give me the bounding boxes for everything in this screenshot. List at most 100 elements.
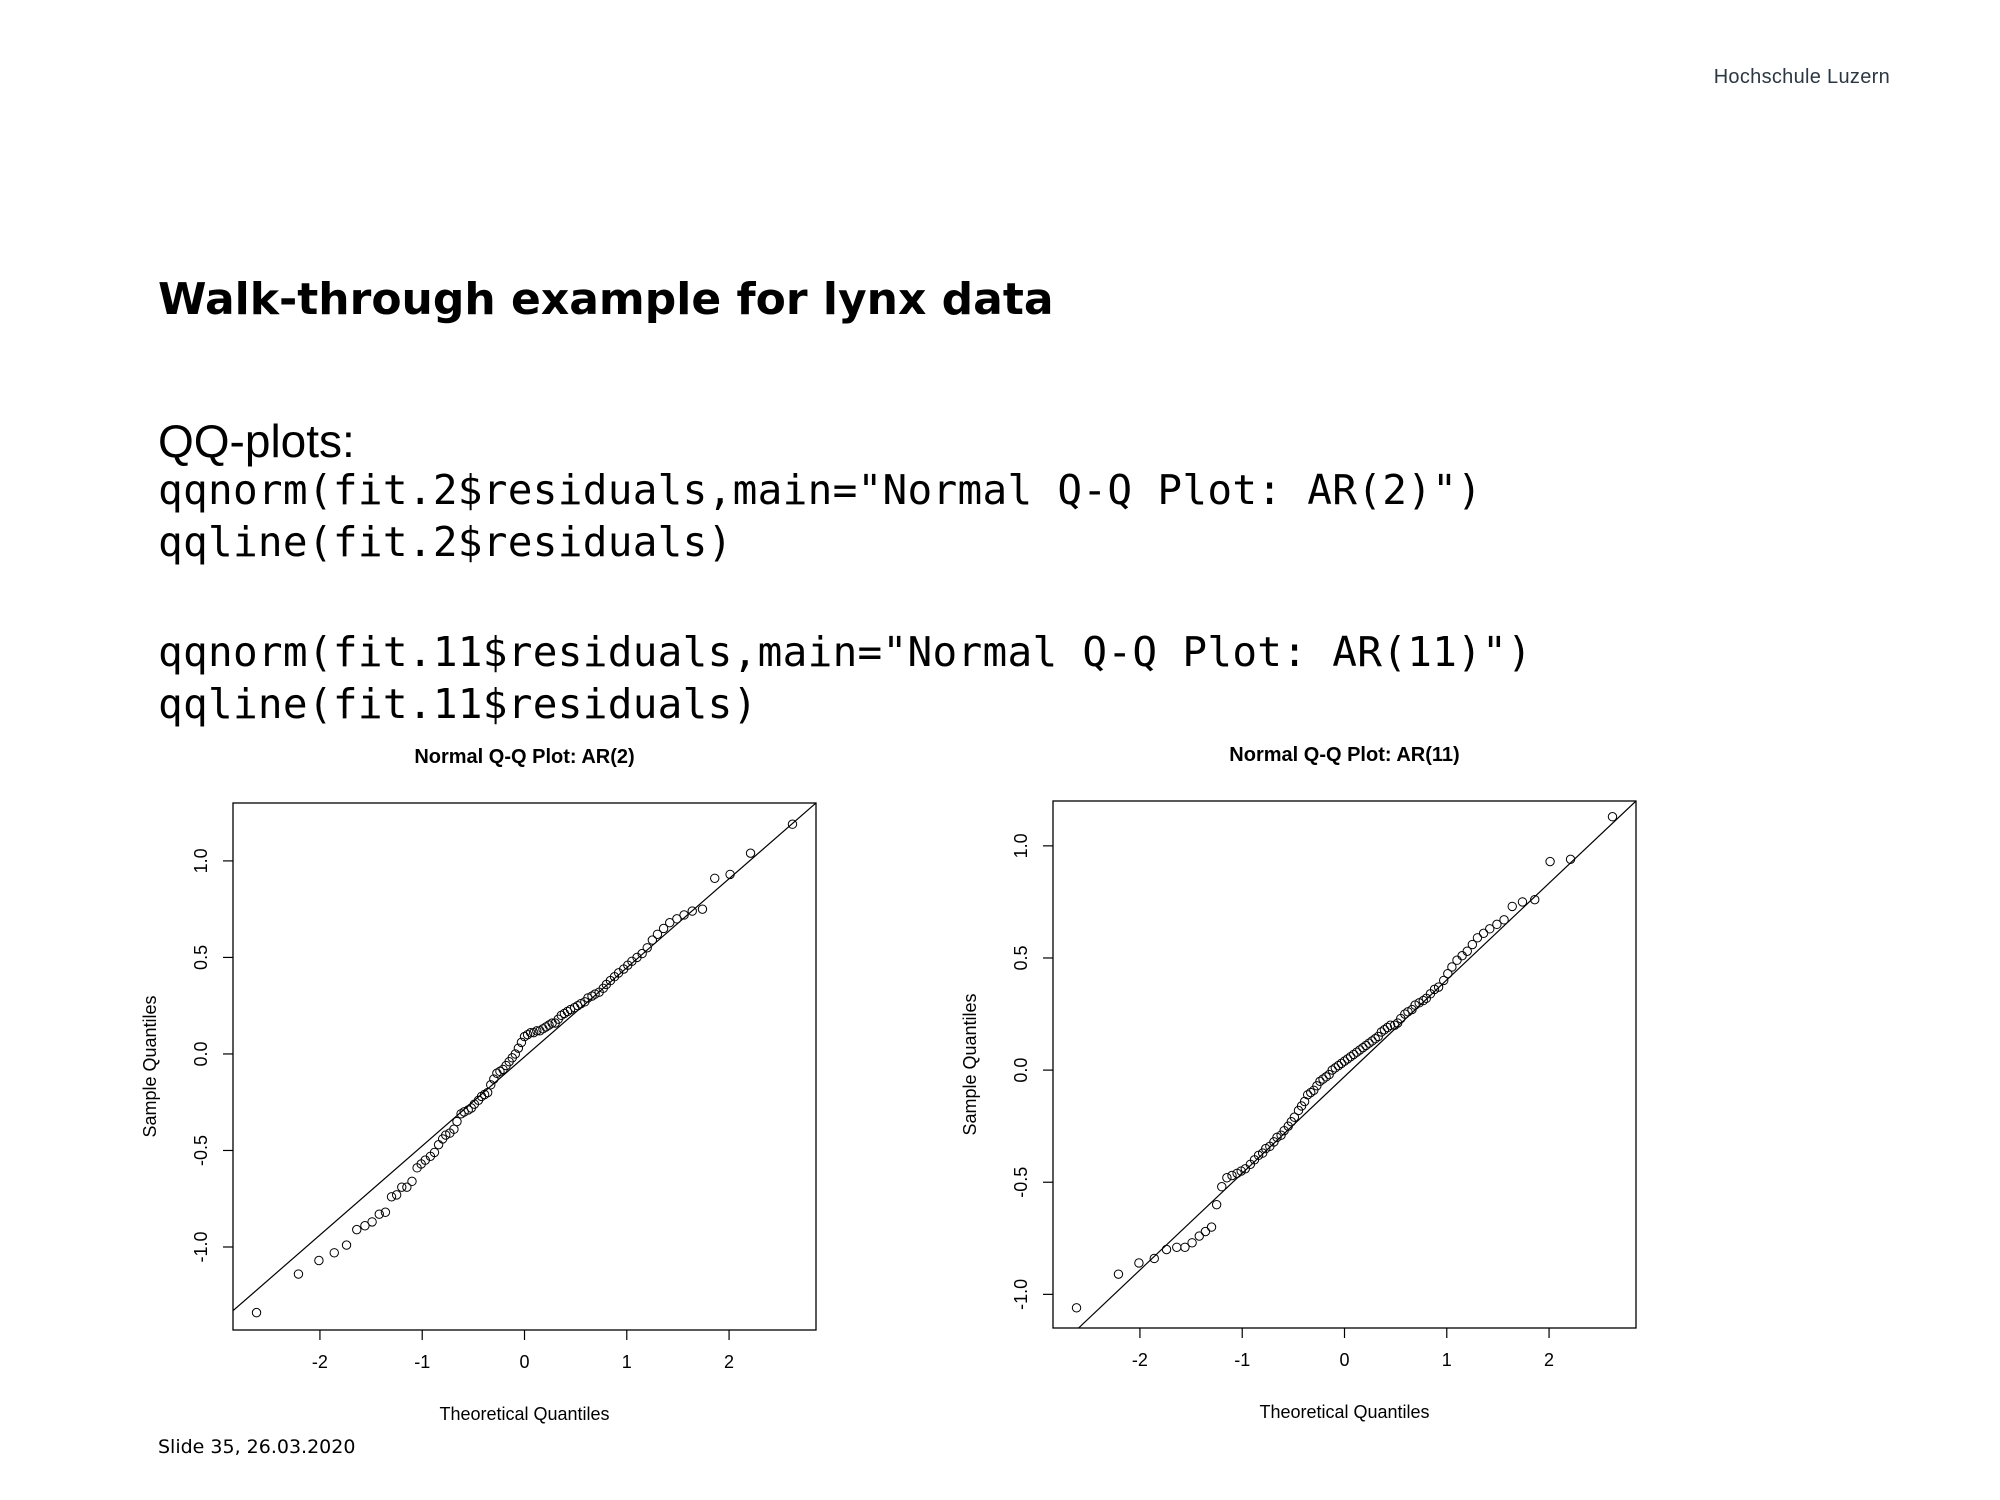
- x-tick-label: -1: [414, 1352, 430, 1372]
- code-line-qqnorm-ar2: qqnorm(fit.2$residuals,main="Normal Q-Q …: [158, 466, 1483, 514]
- code-line-qqnorm-ar11: qqnorm(fit.11$residuals,main="Normal Q-Q…: [158, 628, 1533, 676]
- data-point: [452, 1116, 462, 1127]
- data-point: [486, 1080, 496, 1090]
- data-point: [787, 819, 798, 829]
- data-point: [1400, 1009, 1410, 1019]
- y-tick-label: 1.0: [191, 848, 211, 873]
- y-tick-label: -1.0: [191, 1231, 211, 1262]
- data-point: [510, 1049, 520, 1059]
- data-point: [1361, 1040, 1371, 1051]
- data-point: [341, 1240, 352, 1250]
- section-label: QQ-plots:: [158, 415, 355, 467]
- data-point: [352, 1224, 362, 1235]
- data-point: [1336, 1058, 1347, 1069]
- qq-reference-line: [1078, 801, 1636, 1328]
- x-tick-label: 1: [622, 1352, 632, 1372]
- data-point: [1367, 1036, 1377, 1046]
- data-point: [529, 1028, 539, 1038]
- x-tick-label: 2: [724, 1352, 734, 1372]
- data-point: [1180, 1242, 1190, 1252]
- data-point: [1607, 811, 1618, 822]
- data-point: [1211, 1199, 1222, 1210]
- data-point: [672, 914, 682, 924]
- qq-plot-ar11: Normal Q-Q Plot: AR(11) -2 -1 0 1 2 -1.0 -0.5 0.…: [960, 736, 1660, 1430]
- code-line-qqline-ar2: qqline(fit.2$residuals): [158, 518, 733, 566]
- data-point: [652, 929, 663, 939]
- data-point: [637, 948, 647, 959]
- x-tick-label: 0: [519, 1352, 529, 1372]
- data-point: [572, 1000, 583, 1011]
- data-point: [407, 1176, 417, 1187]
- data-point: [380, 1207, 391, 1217]
- data-point: [1457, 951, 1467, 961]
- data-point: [397, 1182, 407, 1192]
- data-point: [697, 904, 708, 914]
- data-point: [1321, 1072, 1331, 1082]
- data-point: [541, 1022, 551, 1032]
- data-point: [1370, 1034, 1380, 1044]
- data-point: [1134, 1258, 1144, 1268]
- data-point: [1222, 1173, 1232, 1183]
- data-point: [1517, 897, 1528, 907]
- data-point: [1385, 1020, 1396, 1030]
- data-point: [1530, 894, 1540, 905]
- data-point: [658, 923, 669, 934]
- data-point: [1149, 1253, 1159, 1264]
- data-point: [665, 917, 675, 928]
- y-tick-label: -0.5: [1011, 1167, 1031, 1198]
- data-point: [1452, 955, 1462, 965]
- data-point: [1355, 1045, 1365, 1055]
- data-point: [1306, 1087, 1316, 1098]
- plot-frame: [1052, 800, 1637, 1329]
- y-tick-label: 0.0: [191, 1041, 211, 1066]
- data-point: [429, 1147, 440, 1158]
- data-point: [293, 1269, 304, 1279]
- data-point: [1206, 1222, 1217, 1232]
- x-tick-label: 0: [1339, 1350, 1349, 1370]
- y-tick-label: 0.0: [1011, 1058, 1031, 1083]
- chart-title: Normal Q-Q Plot: AR(11): [1229, 744, 1459, 766]
- data-point: [710, 873, 720, 883]
- data-point: [479, 1089, 490, 1100]
- data-point: [1289, 1112, 1300, 1122]
- data-point: [522, 1029, 533, 1040]
- data-point: [516, 1037, 527, 1048]
- data-point: [1443, 968, 1453, 979]
- data-point: [1187, 1238, 1197, 1248]
- data-point: [544, 1020, 554, 1030]
- data-point: [1327, 1065, 1337, 1075]
- data-point: [1330, 1063, 1340, 1073]
- data-point: [463, 1105, 473, 1115]
- data-point: [679, 910, 689, 920]
- data-point: [1315, 1076, 1325, 1087]
- data-point: [386, 1192, 397, 1202]
- data-point: [1439, 975, 1449, 986]
- data-point: [687, 906, 697, 916]
- x-tick-label: -2: [1132, 1350, 1148, 1370]
- data-point: [1352, 1047, 1362, 1057]
- data-point: [433, 1139, 444, 1150]
- data-point: [251, 1307, 262, 1318]
- data-point: [745, 848, 756, 858]
- data-point: [1499, 915, 1509, 925]
- data-point: [1507, 901, 1517, 912]
- code-line-qqline-ar11: qqline(fit.11$residuals): [158, 680, 758, 728]
- data-point: [532, 1026, 542, 1036]
- x-tick-label: 2: [1544, 1350, 1554, 1370]
- data-point: [1447, 962, 1457, 972]
- data-point: [456, 1109, 466, 1119]
- y-tick-label: -0.5: [191, 1135, 211, 1166]
- qq-plot-ar2: Normal Q-Q Plot: AR(2) -2 -1 0 1 2 -1.0 -0.5 0.0…: [140, 738, 840, 1432]
- y-tick-label: 1.0: [1011, 833, 1031, 858]
- data-point: [1342, 1054, 1353, 1064]
- data-point: [1200, 1226, 1211, 1237]
- institution-logo: Hochschule Luzern: [1713, 66, 1890, 88]
- data-point: [1227, 1170, 1237, 1181]
- data-point: [367, 1217, 377, 1227]
- data-point: [1418, 995, 1428, 1006]
- data-point: [1333, 1060, 1344, 1071]
- y-axis-label: Sample Quantiles: [960, 993, 980, 1135]
- x-tick-label: -1: [1234, 1350, 1250, 1370]
- data-point: [1318, 1074, 1328, 1084]
- data-point: [360, 1221, 370, 1231]
